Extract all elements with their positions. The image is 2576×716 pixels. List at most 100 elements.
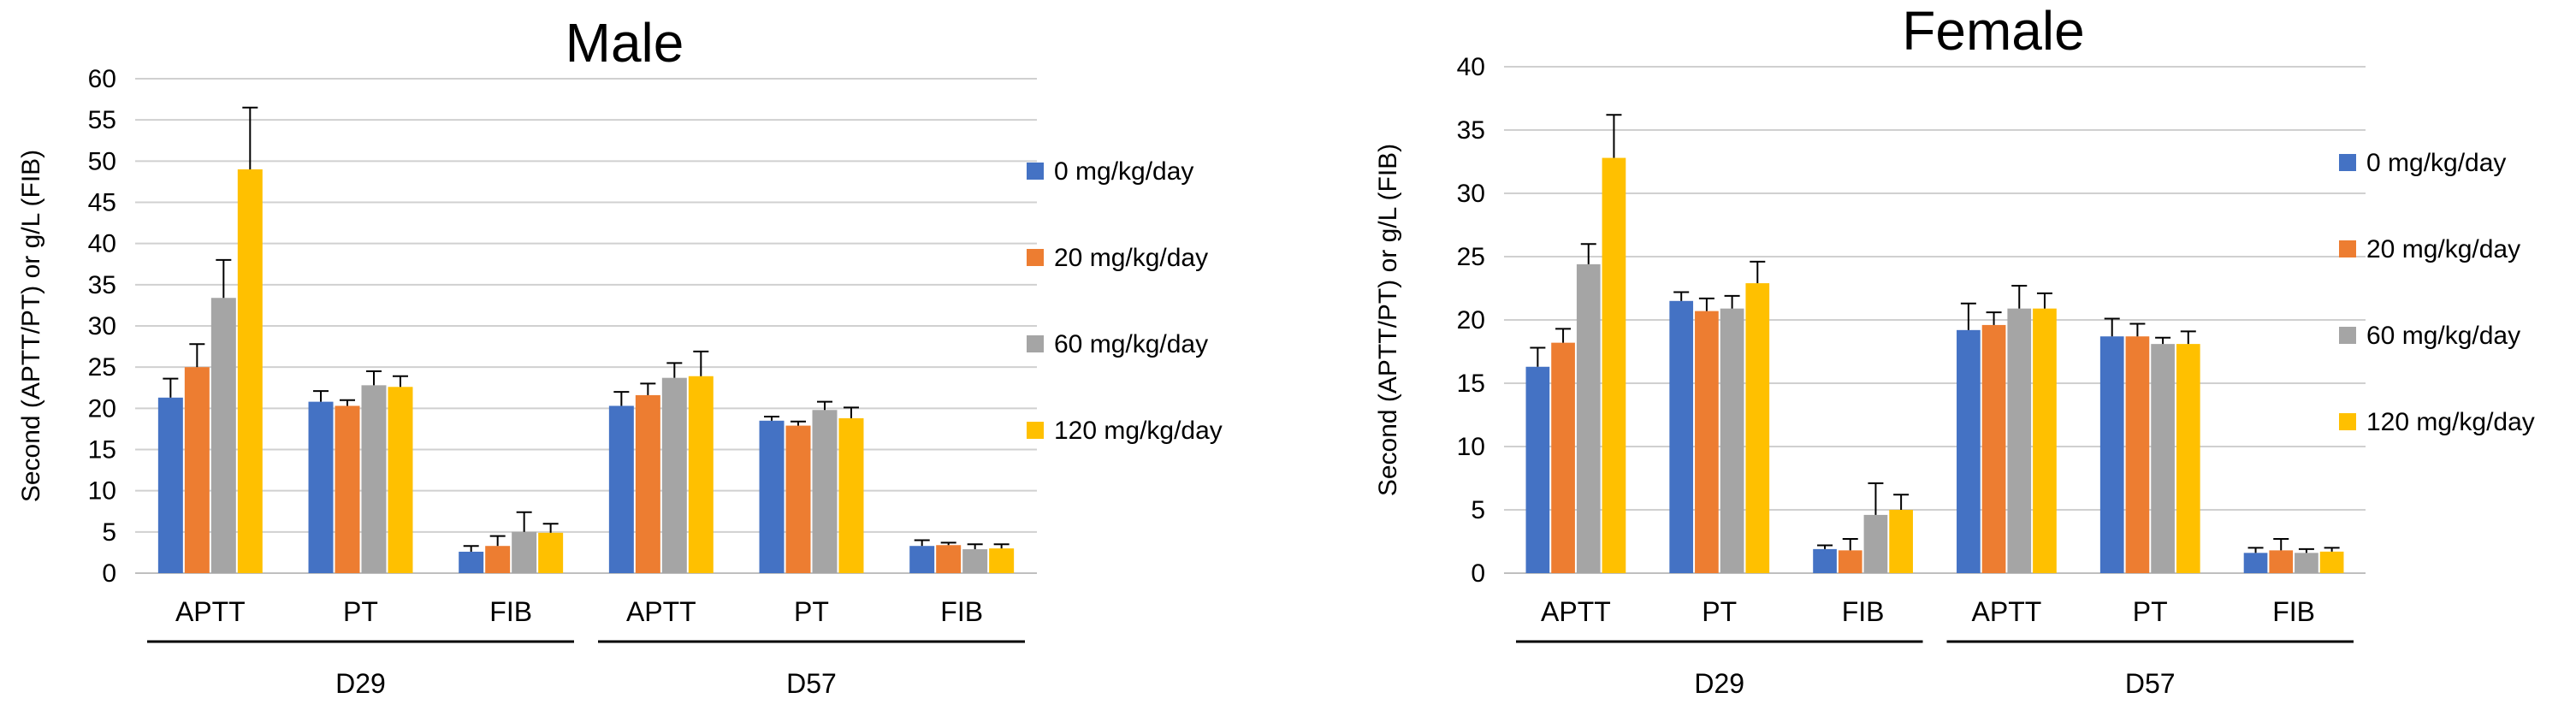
female-bar bbox=[1745, 283, 1770, 573]
male-y-tick-label: 15 bbox=[88, 436, 116, 465]
male-bar bbox=[962, 549, 988, 573]
male-bar bbox=[512, 531, 537, 573]
male-y-tick-label: 45 bbox=[88, 189, 116, 217]
male-bar bbox=[485, 546, 511, 573]
female-bar bbox=[2125, 336, 2150, 573]
male-category-label: FIB bbox=[489, 596, 532, 627]
male-y-tick-label: 20 bbox=[88, 394, 116, 423]
male-y-tick-label: 10 bbox=[88, 477, 116, 506]
female-legend-swatch bbox=[2339, 413, 2356, 430]
female-legend-swatch bbox=[2339, 154, 2356, 171]
female-bar bbox=[1525, 366, 1550, 573]
male-y-tick-label: 35 bbox=[88, 271, 116, 299]
female-category-label: APTT bbox=[1972, 596, 2042, 627]
male-legend-swatch bbox=[1027, 335, 1044, 352]
female-group-label: D57 bbox=[2125, 668, 2176, 699]
female-chart-panel: Female 0 5 10 15 20 25 30 35 40 Second (APTT/PT) o… bbox=[1374, 0, 2535, 699]
male-chart-title: Male bbox=[566, 12, 684, 74]
male-bar bbox=[157, 397, 183, 573]
female-bar bbox=[1669, 300, 1694, 573]
female-category-label: PT bbox=[1702, 596, 1737, 627]
male-bar bbox=[661, 377, 687, 573]
male-category-label: APTT bbox=[626, 596, 696, 627]
female-y-tick-label: 25 bbox=[1457, 243, 1485, 271]
female-y-tick-label: 30 bbox=[1457, 180, 1485, 208]
male-legend-label: 120 mg/kg/day bbox=[1054, 417, 1223, 445]
female-bar bbox=[1813, 548, 1837, 573]
male-chart-panel: Male 0 5 10 15 20 25 30 35 40 45 50 55 60 Second (APTT… bbox=[17, 12, 1223, 699]
male-y-tick-label: 55 bbox=[88, 106, 116, 134]
male-bar bbox=[237, 169, 263, 573]
female-category-label: FIB bbox=[1842, 596, 1885, 627]
male-y-tick-label: 60 bbox=[88, 65, 116, 93]
male-y-tick-label: 40 bbox=[88, 230, 116, 258]
male-y-tick-label: 25 bbox=[88, 353, 116, 382]
female-y-tick-label: 10 bbox=[1457, 433, 1485, 461]
male-legend-swatch bbox=[1027, 422, 1044, 439]
male-bar bbox=[688, 376, 714, 573]
female-bar bbox=[2007, 308, 2032, 573]
female-legend-swatch bbox=[2339, 240, 2356, 257]
female-legend-label: 20 mg/kg/day bbox=[2366, 235, 2520, 263]
female-bar bbox=[1720, 308, 1744, 573]
male-bar bbox=[812, 410, 838, 573]
female-y-tick-label: 15 bbox=[1457, 370, 1485, 398]
female-legend-label: 120 mg/kg/day bbox=[2366, 408, 2535, 436]
male-legend-swatch bbox=[1027, 249, 1044, 266]
male-bar bbox=[388, 387, 413, 573]
male-bar bbox=[838, 417, 864, 573]
female-legend-label: 0 mg/kg/day bbox=[2366, 149, 2506, 177]
female-category-label: PT bbox=[2133, 596, 2168, 627]
male-legend-label: 20 mg/kg/day bbox=[1054, 244, 1208, 272]
male-bar bbox=[989, 548, 1015, 573]
female-bar bbox=[2176, 344, 2200, 573]
female-y-tick-label: 5 bbox=[1471, 496, 1485, 524]
female-legend-swatch bbox=[2339, 327, 2356, 344]
male-group-label: D57 bbox=[786, 668, 837, 699]
male-bar bbox=[909, 546, 935, 573]
female-bar bbox=[1838, 550, 1862, 573]
male-category-label: PT bbox=[794, 596, 829, 627]
female-category-label: FIB bbox=[2272, 596, 2315, 627]
female-y-axis-label: Second (APTT/PT) or g/L (FIB) bbox=[1374, 144, 1402, 496]
female-y-tick-label: 40 bbox=[1457, 53, 1485, 81]
male-legend-label: 0 mg/kg/day bbox=[1054, 157, 1193, 186]
female-category-label: APTT bbox=[1541, 596, 1611, 627]
male-bar bbox=[184, 367, 210, 573]
male-bar bbox=[308, 401, 334, 573]
male-bar bbox=[635, 394, 660, 573]
male-bar bbox=[210, 298, 236, 573]
female-bar bbox=[1695, 311, 1719, 573]
male-y-tick-label: 0 bbox=[102, 559, 116, 588]
female-bar bbox=[2295, 553, 2318, 573]
male-category-label: FIB bbox=[940, 596, 983, 627]
male-y-tick-label: 50 bbox=[88, 147, 116, 175]
female-bar bbox=[2269, 550, 2294, 573]
male-y-axis-label: Second (APTT/PT) or g/L (FIB) bbox=[17, 150, 45, 502]
male-category-label: PT bbox=[343, 596, 378, 627]
female-bar bbox=[1981, 324, 2006, 573]
female-bar bbox=[2099, 336, 2124, 573]
male-y-tick-label: 5 bbox=[102, 518, 116, 547]
male-y-tick-label: 30 bbox=[88, 312, 116, 340]
female-chart-title: Female bbox=[1902, 0, 2084, 62]
female-legend-label: 60 mg/kg/day bbox=[2366, 322, 2520, 350]
male-bar bbox=[759, 420, 785, 573]
male-legend-label: 60 mg/kg/day bbox=[1054, 330, 1208, 358]
male-bar bbox=[459, 551, 484, 573]
female-bar bbox=[2151, 344, 2175, 573]
female-y-tick-label: 35 bbox=[1457, 116, 1485, 145]
female-bar bbox=[2319, 551, 2344, 573]
female-bar bbox=[1889, 510, 1913, 573]
female-bar bbox=[2243, 553, 2268, 573]
male-bar bbox=[936, 545, 962, 573]
male-bar bbox=[538, 532, 564, 573]
female-bar bbox=[1863, 514, 1888, 573]
male-bar bbox=[361, 385, 387, 573]
female-group-label: D29 bbox=[1694, 668, 1744, 699]
female-bar bbox=[2033, 308, 2057, 573]
male-legend-swatch bbox=[1027, 163, 1044, 180]
male-category-label: APTT bbox=[175, 596, 246, 627]
